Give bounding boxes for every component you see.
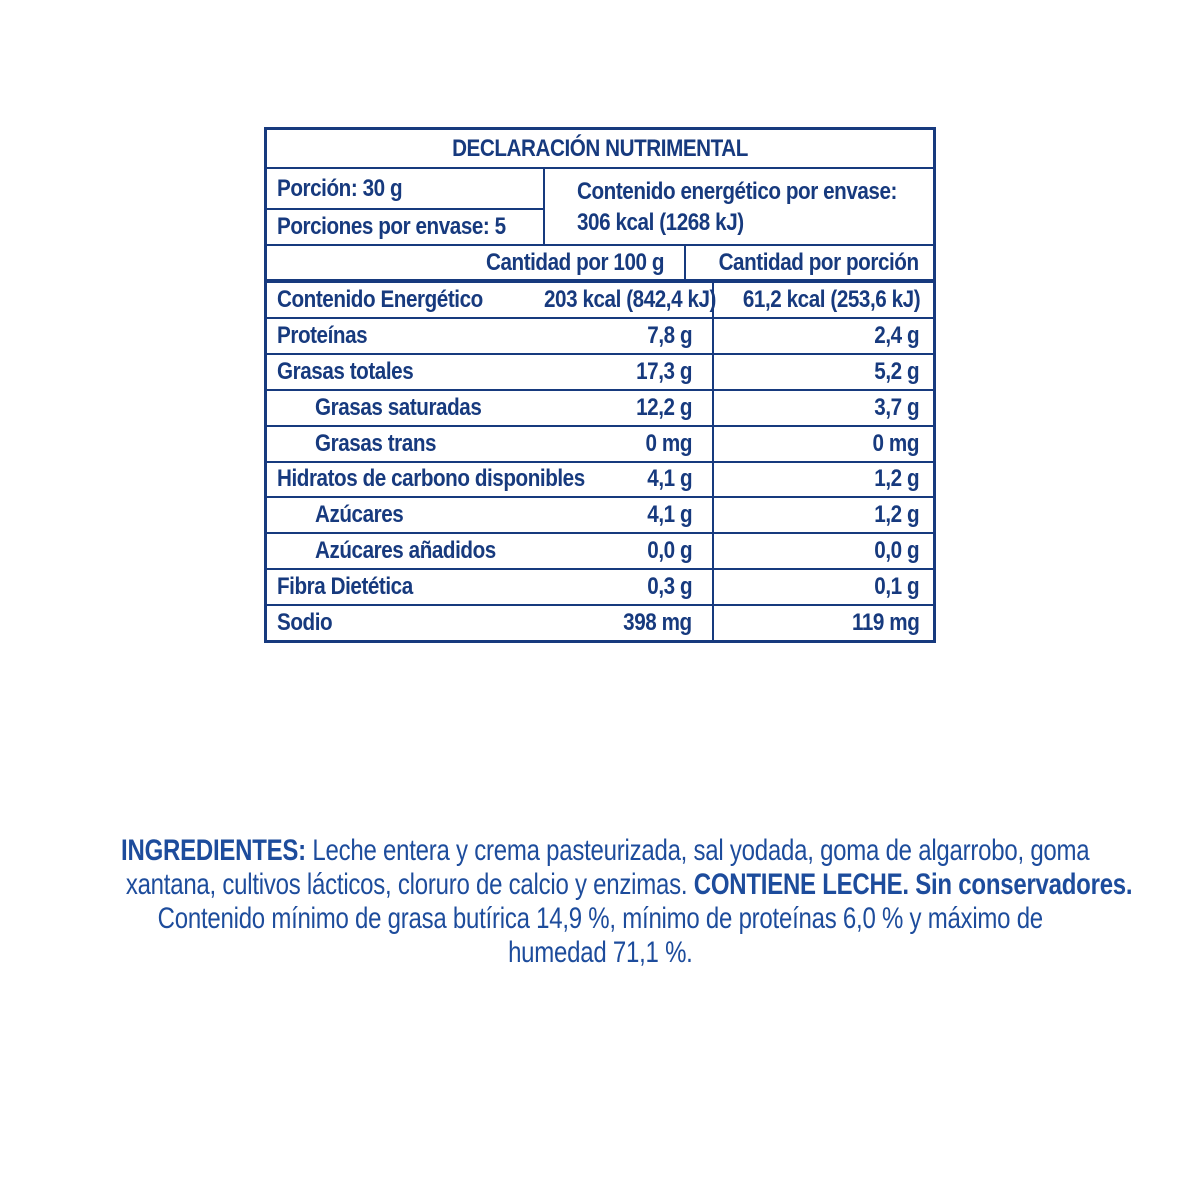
portion-size-cell: Porción: 30 g [267,169,543,210]
nutrient-label: Fibra Dietética [277,573,413,601]
table-title-row: DECLARACIÓN NUTRIMENTAL [267,130,933,169]
nutrient-cell: Contenido Energético 203 kcal (842,4 kJ) [267,283,717,317]
per-portion-cell: 1,2 g [714,463,933,497]
nutrient-label: Azúcares [315,501,404,529]
energy-per-package-value: 306 kcal (1268 kJ) [576,208,744,236]
value-per-portion: 1,2 g [874,501,919,529]
value-per-100g: 0,0 g [647,537,692,565]
nutrient-cell: Fibra Dietética 0,3 g [267,570,714,605]
portion-size-text: Porción: 30 g [277,174,403,202]
per-portion-cell: 2,4 g [714,319,933,353]
energy-per-package-cell: Contenido energético por envase: 306 kca… [545,169,949,244]
value-per-100g: 4,1 g [647,465,692,493]
nutrient-label: Azúcares añadidos [315,537,496,565]
ingredients-block: INGREDIENTES: Leche entera y crema paste… [0,834,1200,970]
portions-per-package-cell: Porciones por envase: 5 [267,210,543,244]
ingredients-bold-segment: CONTIENE LECHE. Sin conservadores. [693,868,1133,901]
table-row: Contenido Energético 203 kcal (842,4 kJ) 6… [267,283,933,317]
table-row: Azúcares 4,1 g 1,2 g [267,496,933,533]
value-per-100g: 4,1 g [647,501,692,529]
per-portion-cell: 0,0 g [714,534,933,568]
nutrient-cell: Azúcares 4,1 g [267,498,714,533]
nutrient-cell: Azúcares añadidos 0,0 g [267,534,714,569]
value-per-portion: 3,7 g [874,393,919,421]
value-per-portion: 2,4 g [874,321,919,349]
nutrient-label: Proteínas [277,321,368,349]
nutrient-label: Grasas trans [315,429,437,457]
per-portion-cell: 5,2 g [714,355,933,389]
table-row: Hidratos de carbono disponibles 4,1 g 1,2 … [267,460,933,497]
table-row: Grasas trans 0 mg 0 mg [267,424,933,461]
ingredients-text-segment: humedad 71,1 %. [507,936,693,969]
column-header-per-100g-cell: Cantidad por 100 g [267,246,687,279]
value-per-100g: 17,3 g [636,357,692,385]
value-per-100g: 203 kcal (842,4 kJ) [544,285,717,313]
nutrient-cell: Grasas saturadas 12,2 g [267,390,714,425]
per-portion-cell: 119 mg [714,606,933,640]
ingredients-line-text: xantana, cultivos lácticos, cloruro de c… [126,868,1133,902]
ingredients-text-segment: xantana, cultivos lácticos, cloruro de c… [125,868,694,901]
value-per-100g: 0 mg [645,429,693,457]
value-per-portion: 1,2 g [874,465,919,493]
ingredients-line: xantana, cultivos lácticos, cloruro de c… [0,868,1200,902]
nutrient-cell: Proteínas 7,8 g [267,318,714,353]
column-header-per-100g: Cantidad por 100 g [486,248,665,276]
nutrient-label: Grasas totales [277,357,414,385]
per-portion-cell: 0,1 g [714,570,933,604]
nutrient-cell: Sodio 398 mg [267,606,714,641]
ingredients-line: Contenido mínimo de grasa butírica 14,9 … [0,902,1200,936]
ingredients-line: humedad 71,1 %. [0,936,1200,970]
table-row: Fibra Dietética 0,3 g 0,1 g [267,568,933,605]
ingredients-line: INGREDIENTES: Leche entera y crema paste… [0,834,1200,868]
value-per-portion: 61,2 kcal (253,6 kJ) [742,285,921,313]
nutrition-facts-table: DECLARACIÓN NUTRIMENTAL Porción: 30 g Po… [264,127,936,643]
energy-per-package-label: Contenido energético por envase: [576,177,897,205]
ingredients-line-text: Contenido mínimo de grasa butírica 14,9 … [157,902,1043,936]
value-per-100g: 12,2 g [636,393,692,421]
serving-left-cells: Porción: 30 g Porciones por envase: 5 [267,169,545,244]
value-per-portion: 119 mg [851,609,920,637]
column-header-row: Cantidad por 100 g Cantidad por porción [267,246,933,283]
column-header-per-portion-cell: Cantidad por porción [686,246,933,279]
ingredients-line-text: humedad 71,1 %. [508,936,693,970]
serving-section: Porción: 30 g Porciones por envase: 5 Co… [267,169,933,246]
nutrient-label: Sodio [277,609,333,637]
nutrient-cell: Grasas totales 17,3 g [267,354,714,389]
value-per-100g: 7,8 g [647,321,692,349]
ingredients-bold-segment: INGREDIENTES: [121,834,306,867]
table-row: Grasas totales 17,3 g 5,2 g [267,352,933,389]
per-portion-cell: 61,2 kcal (253,6 kJ) [714,283,934,317]
ingredients-line-text: INGREDIENTES: Leche entera y crema paste… [121,834,1090,868]
per-portion-cell: 0 mg [714,427,933,461]
nutrient-label: Hidratos de carbono disponibles [277,465,585,493]
value-per-100g: 0,3 g [647,573,692,601]
per-portion-cell: 1,2 g [714,498,933,532]
table-row: Azúcares añadidos 0,0 g 0,0 g [267,532,933,569]
nutrient-cell: Hidratos de carbono disponibles 4,1 g [267,462,714,497]
ingredients-text-segment: Contenido mínimo de grasa butírica 14,9 … [157,902,1043,935]
value-per-portion: 0,1 g [874,573,919,601]
portions-per-package-text: Porciones por envase: 5 [277,213,506,240]
table-row: Proteínas 7,8 g 2,4 g [267,316,933,353]
nutrient-cell: Grasas trans 0 mg [267,426,714,461]
nutrient-label: Grasas saturadas [315,393,482,421]
value-per-portion: 0,0 g [874,537,919,565]
value-per-portion: 5,2 g [874,357,919,385]
nutrient-label: Contenido Energético [277,285,483,313]
column-header-per-portion: Cantidad por porción [718,248,920,276]
table-row: Grasas saturadas 12,2 g 3,7 g [267,388,933,425]
table-row: Sodio 398 mg 119 mg [267,604,933,641]
ingredients-text-segment: Leche entera y crema pasteurizada, sal y… [305,834,1090,867]
nutrient-rows: Contenido Energético 203 kcal (842,4 kJ) 6… [267,283,933,641]
table-title: DECLARACIÓN NUTRIMENTAL [452,134,748,162]
value-per-portion: 0 mg [872,429,920,457]
value-per-100g: 398 mg [623,609,692,637]
per-portion-cell: 3,7 g [714,391,933,425]
